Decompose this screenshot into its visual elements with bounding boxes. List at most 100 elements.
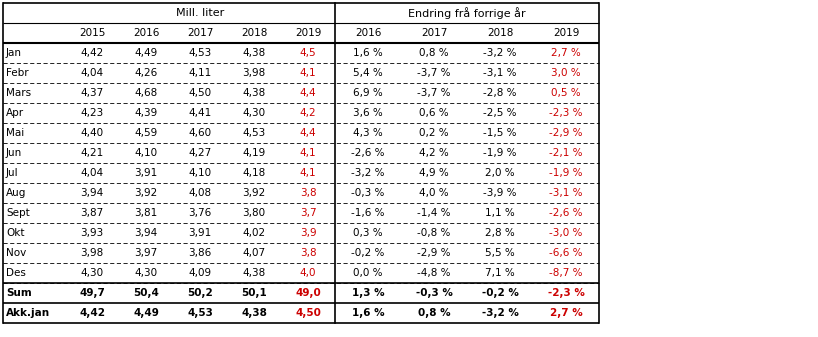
Text: -3,9 %: -3,9 %: [483, 188, 517, 198]
Text: -2,1 %: -2,1 %: [549, 148, 582, 158]
Text: 4,23: 4,23: [80, 108, 104, 118]
Text: -3,1 %: -3,1 %: [549, 188, 582, 198]
Text: 2,7 %: 2,7 %: [551, 48, 581, 58]
Text: 3,80: 3,80: [242, 208, 266, 218]
Text: 4,42: 4,42: [79, 308, 105, 318]
Text: -3,7 %: -3,7 %: [417, 68, 451, 78]
Text: 3,8: 3,8: [299, 188, 317, 198]
Text: -0,8 %: -0,8 %: [417, 228, 451, 238]
Text: Endring frå forrige år: Endring frå forrige år: [408, 7, 526, 19]
Text: 3,92: 3,92: [134, 188, 158, 198]
Text: -3,0 %: -3,0 %: [550, 228, 582, 238]
Text: -3,7 %: -3,7 %: [417, 88, 451, 98]
Text: 4,41: 4,41: [188, 108, 212, 118]
Text: 4,38: 4,38: [242, 268, 266, 278]
Text: 4,68: 4,68: [134, 88, 158, 98]
Text: 4,4: 4,4: [299, 128, 317, 138]
Text: -6,6 %: -6,6 %: [549, 248, 582, 258]
Text: -2,3 %: -2,3 %: [547, 288, 584, 298]
Text: 3,94: 3,94: [80, 188, 104, 198]
Text: 3,92: 3,92: [242, 188, 266, 198]
Text: 3,6 %: 3,6 %: [353, 108, 383, 118]
Text: 4,02: 4,02: [242, 228, 266, 238]
Text: 5,5 %: 5,5 %: [485, 248, 515, 258]
Text: Jun: Jun: [6, 148, 22, 158]
Text: 3,9: 3,9: [299, 228, 317, 238]
Text: Des: Des: [6, 268, 26, 278]
Text: 2,0 %: 2,0 %: [485, 168, 515, 178]
Text: 49,7: 49,7: [79, 288, 105, 298]
Text: 4,59: 4,59: [134, 128, 158, 138]
Text: 4,27: 4,27: [188, 148, 212, 158]
Text: 4,50: 4,50: [188, 88, 212, 98]
Text: 2,7 %: 2,7 %: [550, 308, 582, 318]
Text: 0,5 %: 0,5 %: [551, 88, 581, 98]
Text: 4,10: 4,10: [134, 148, 158, 158]
Text: 6,9 %: 6,9 %: [353, 88, 383, 98]
Text: Mill. liter: Mill. liter: [176, 8, 224, 18]
Text: -3,2 %: -3,2 %: [482, 308, 519, 318]
Text: 4,53: 4,53: [242, 128, 266, 138]
Text: 3,91: 3,91: [134, 168, 158, 178]
Text: -1,9 %: -1,9 %: [549, 168, 582, 178]
Text: 3,98: 3,98: [242, 68, 266, 78]
Text: -0,2 %: -0,2 %: [351, 248, 384, 258]
Text: 0,8 %: 0,8 %: [418, 308, 451, 318]
Text: 4,2 %: 4,2 %: [419, 148, 449, 158]
Text: 5,4 %: 5,4 %: [353, 68, 383, 78]
Text: Febr: Febr: [6, 68, 29, 78]
Text: 4,10: 4,10: [188, 168, 212, 178]
Text: 49,0: 49,0: [295, 288, 321, 298]
Text: Mai: Mai: [6, 128, 25, 138]
Text: -2,6 %: -2,6 %: [549, 208, 582, 218]
Text: 4,30: 4,30: [242, 108, 266, 118]
Text: 4,04: 4,04: [80, 168, 104, 178]
Text: -0,3 %: -0,3 %: [416, 288, 452, 298]
Text: 3,87: 3,87: [80, 208, 104, 218]
Text: 4,11: 4,11: [188, 68, 212, 78]
Text: 2019: 2019: [553, 28, 579, 38]
Text: 4,38: 4,38: [242, 88, 266, 98]
Text: -3,2 %: -3,2 %: [351, 168, 384, 178]
Text: -0,3 %: -0,3 %: [351, 188, 384, 198]
Text: 3,94: 3,94: [134, 228, 158, 238]
Text: 3,8: 3,8: [299, 248, 317, 258]
Text: -2,6 %: -2,6 %: [351, 148, 384, 158]
Text: 3,76: 3,76: [188, 208, 212, 218]
Text: 4,4: 4,4: [299, 88, 317, 98]
Text: 3,91: 3,91: [188, 228, 212, 238]
Text: 4,5: 4,5: [299, 48, 317, 58]
Text: Jul: Jul: [6, 168, 19, 178]
Text: Nov: Nov: [6, 248, 26, 258]
Text: -2,9 %: -2,9 %: [549, 128, 582, 138]
Text: Jan: Jan: [6, 48, 22, 58]
Text: 4,49: 4,49: [133, 308, 159, 318]
Text: 4,37: 4,37: [80, 88, 104, 98]
Text: 4,3 %: 4,3 %: [353, 128, 383, 138]
Text: 4,38: 4,38: [242, 48, 266, 58]
Text: -3,1 %: -3,1 %: [483, 68, 517, 78]
Text: Apr: Apr: [6, 108, 24, 118]
Text: 4,39: 4,39: [134, 108, 158, 118]
Text: 4,09: 4,09: [188, 268, 212, 278]
Text: -1,9 %: -1,9 %: [483, 148, 517, 158]
Text: -1,5 %: -1,5 %: [483, 128, 517, 138]
Text: 4,9 %: 4,9 %: [419, 168, 449, 178]
Text: 4,21: 4,21: [80, 148, 104, 158]
Text: 4,19: 4,19: [242, 148, 266, 158]
Text: 50,1: 50,1: [241, 288, 267, 298]
Text: 4,0: 4,0: [299, 268, 317, 278]
Text: 1,3 %: 1,3 %: [352, 288, 384, 298]
Text: 4,49: 4,49: [134, 48, 158, 58]
Text: 3,86: 3,86: [188, 248, 212, 258]
Text: 2017: 2017: [420, 28, 447, 38]
Text: 2018: 2018: [240, 28, 267, 38]
Text: 3,81: 3,81: [134, 208, 158, 218]
Text: 4,26: 4,26: [134, 68, 158, 78]
Text: 50,2: 50,2: [187, 288, 213, 298]
Text: 2015: 2015: [79, 28, 106, 38]
Text: 1,1 %: 1,1 %: [485, 208, 515, 218]
Text: 3,0 %: 3,0 %: [551, 68, 581, 78]
Text: 4,0 %: 4,0 %: [419, 188, 449, 198]
Text: 2018: 2018: [487, 28, 513, 38]
